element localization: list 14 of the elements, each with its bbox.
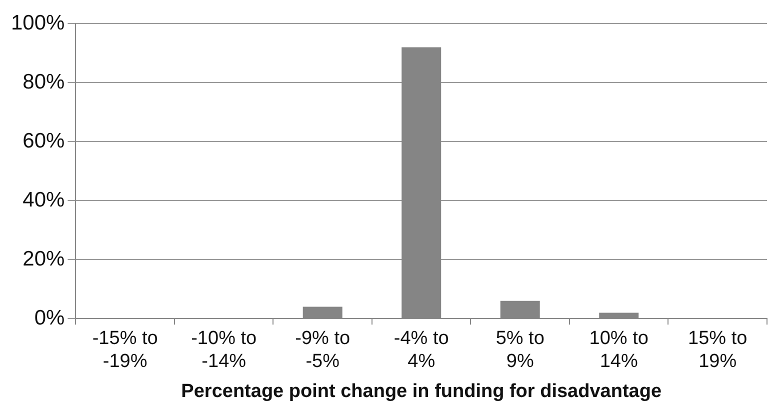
x-axis-title: Percentage point change in funding for disadvantage xyxy=(181,380,662,402)
y-tick-label: 40% xyxy=(22,188,65,212)
y-tick-label: 20% xyxy=(22,247,65,270)
x-tick-label: 5% to 9% xyxy=(496,328,544,372)
y-tick-label: 0% xyxy=(34,306,65,330)
x-tick-label: -4% to 4% xyxy=(394,328,449,372)
x-tick-label: -9% to -5% xyxy=(295,328,350,372)
y-tick-label: 80% xyxy=(22,70,65,94)
x-tick-label: -10% to -14% xyxy=(191,328,257,372)
x-tick-label: 15% to 19% xyxy=(688,328,748,372)
x-tick-label: 10% to 14% xyxy=(589,328,648,372)
y-tick-label: 60% xyxy=(22,129,65,152)
y-tick-label: 100% xyxy=(10,11,65,34)
x-tick-label: -15% to -19% xyxy=(92,328,158,372)
